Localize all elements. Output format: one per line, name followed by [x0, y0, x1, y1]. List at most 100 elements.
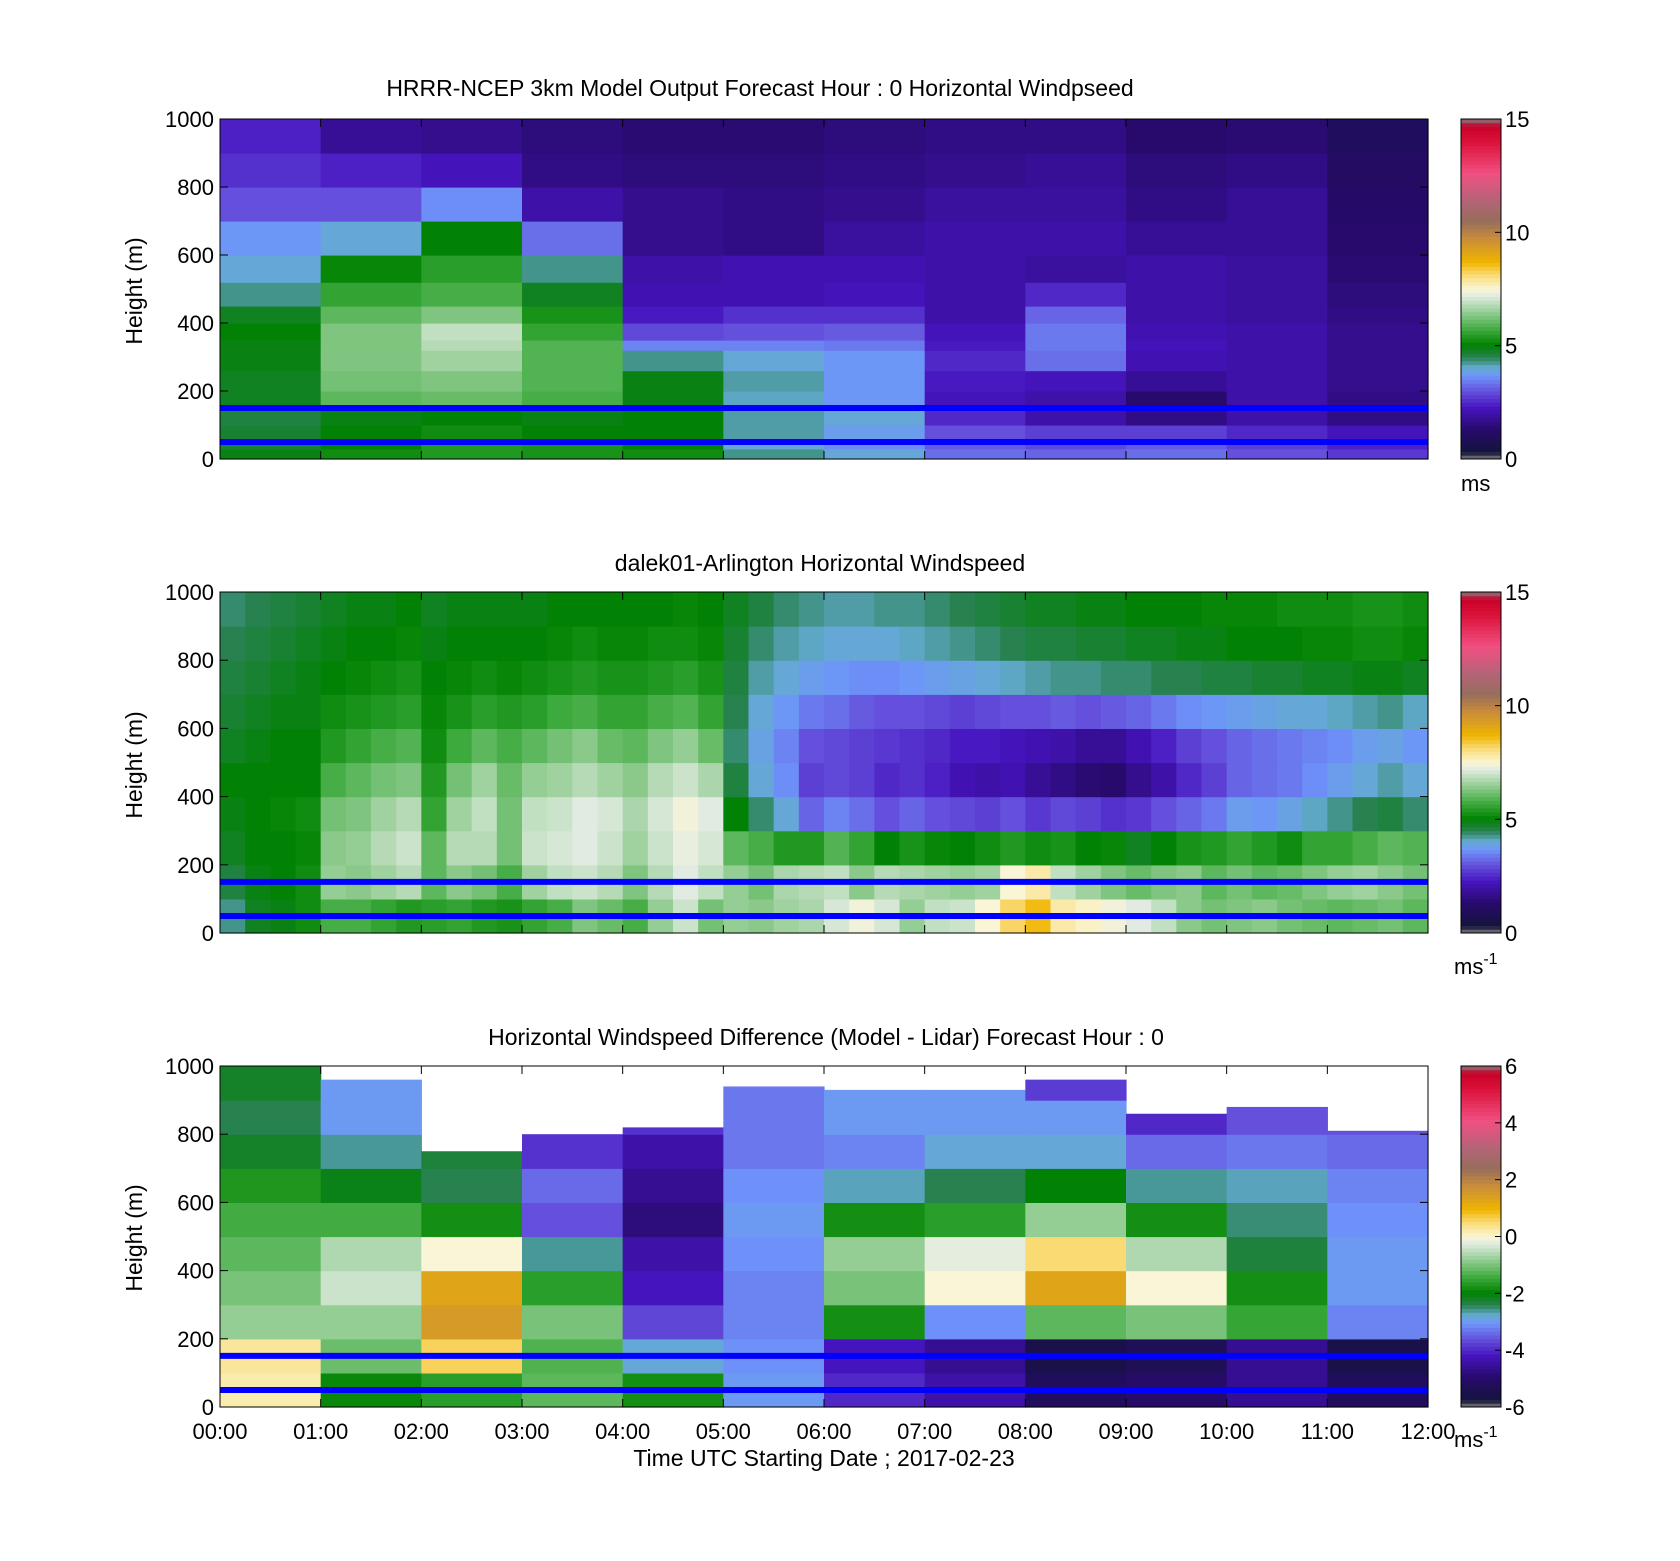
colorbar-swatch — [1461, 228, 1501, 233]
colorbar-swatch — [1461, 345, 1501, 350]
heatmap-cell — [522, 370, 624, 392]
colorbar-swatch — [1461, 266, 1501, 271]
heatmap-cell — [924, 119, 1026, 154]
colorbar-swatch — [1461, 641, 1501, 646]
colorbar: -6 -4 -2 0 2 4 6 — [1460, 1054, 1525, 1420]
colorbar-swatch — [1461, 323, 1501, 328]
heatmap-cell — [1075, 762, 1102, 798]
heatmap-cell — [320, 255, 422, 283]
heatmap-cell — [723, 762, 750, 798]
heatmap-cell — [1201, 660, 1228, 695]
heatmap-cell — [647, 796, 674, 832]
heatmap-cell — [1377, 796, 1404, 832]
heatmap-cell — [773, 830, 800, 866]
heatmap-cell — [622, 119, 724, 154]
heatmap-cell — [597, 660, 624, 695]
heatmap-cell — [1302, 830, 1328, 866]
colorbar-swatch — [1461, 739, 1501, 745]
heatmap-cell — [522, 1168, 624, 1203]
colorbar-swatch — [1461, 1111, 1501, 1116]
heatmap-cell — [320, 391, 422, 409]
heatmap-cell — [975, 592, 1001, 627]
heatmap-cell — [1226, 1236, 1328, 1272]
heatmap-cell — [1126, 153, 1228, 188]
colorbar-swatch — [1461, 645, 1501, 650]
heatmap-cell — [1277, 660, 1303, 695]
colorbar-swatch — [1461, 599, 1501, 604]
heatmap-cell — [924, 391, 1026, 409]
heatmap-cell — [1327, 306, 1429, 324]
heatmap-cell — [798, 592, 825, 627]
heatmap-cell — [1025, 1100, 1127, 1135]
heatmap-cell — [1327, 1168, 1429, 1203]
heatmap-cell — [723, 592, 750, 627]
colorbar-swatch — [1461, 243, 1501, 248]
heatmap-cell — [622, 187, 724, 222]
heatmap-cell — [522, 1304, 624, 1340]
heatmap-cell — [446, 830, 473, 866]
y-tick-label: 600 — [177, 716, 214, 741]
heatmap-cell — [522, 626, 548, 661]
colorbar-swatch — [1461, 183, 1501, 188]
heatmap-cell — [824, 282, 926, 307]
heatmap-cell — [295, 830, 322, 866]
heatmap-cell — [824, 391, 926, 409]
heatmap-cell — [320, 1270, 422, 1306]
heatmap-cell — [1327, 592, 1354, 627]
heatmap-cell — [1226, 255, 1328, 283]
heatmap-cell — [1402, 626, 1429, 661]
heatmap-cell — [1226, 187, 1328, 222]
heatmap-cell — [673, 762, 699, 798]
heatmap-cell — [320, 830, 347, 866]
heatmap-cell — [572, 796, 599, 832]
heatmap-cell — [798, 626, 825, 661]
heatmap-cell — [270, 796, 297, 832]
heatmap-cell — [320, 306, 422, 324]
heatmap-cell — [220, 796, 246, 832]
heatmap-cell — [220, 1134, 322, 1169]
heatmap-cell — [1050, 626, 1077, 661]
heatmap-cell — [1025, 694, 1052, 729]
heatmap-cell — [522, 830, 548, 866]
colorbar-tick-label: 0 — [1505, 1225, 1517, 1250]
heatmap-cell — [522, 1236, 624, 1272]
heatmap-cell — [824, 340, 926, 351]
colorbar-swatch — [1461, 1365, 1501, 1370]
colorbar-swatch — [1461, 1346, 1501, 1351]
heatmap-cell — [320, 187, 422, 222]
heatmap-cell — [723, 796, 750, 832]
heatmap-cell — [1352, 592, 1379, 627]
colorbar-swatch — [1461, 334, 1501, 339]
heatmap-cell — [1025, 1304, 1127, 1340]
colorbar-swatch — [1461, 1126, 1501, 1131]
heatmap-cell — [295, 626, 322, 661]
colorbar-swatch — [1461, 436, 1501, 441]
y-tick-label: 200 — [177, 1327, 214, 1352]
colorbar-swatch — [1461, 1335, 1501, 1340]
heatmap-cell — [1402, 694, 1429, 729]
heatmap-cell — [1251, 660, 1278, 695]
colorbar-swatch — [1461, 406, 1501, 411]
colorbar-swatch — [1461, 766, 1501, 771]
heatmap-cell — [698, 762, 724, 798]
colorbar-swatch — [1461, 187, 1501, 192]
heatmap-cell — [924, 1100, 1026, 1135]
heatmap-cell — [320, 119, 422, 154]
heatmap-cell — [1100, 830, 1127, 866]
heatmap-cell — [522, 119, 624, 154]
heatmap-cell — [522, 694, 548, 729]
x-tick-label: 06:00 — [796, 1419, 851, 1444]
heatmap-cell — [622, 255, 724, 283]
heatmap-cell — [798, 660, 825, 695]
colorbar-swatch — [1461, 255, 1501, 260]
heatmap-cell — [824, 796, 850, 832]
colorbar-swatch — [1461, 682, 1501, 688]
heatmap-cell — [622, 728, 649, 764]
colorbar-swatch — [1461, 1160, 1501, 1166]
y-tick-label: 400 — [177, 311, 214, 336]
heatmap-cell — [421, 306, 523, 324]
heatmap-cell — [345, 694, 372, 729]
colorbar-swatch — [1461, 221, 1501, 226]
heatmap-cell — [824, 350, 926, 372]
heatmap-cell — [320, 1304, 422, 1340]
